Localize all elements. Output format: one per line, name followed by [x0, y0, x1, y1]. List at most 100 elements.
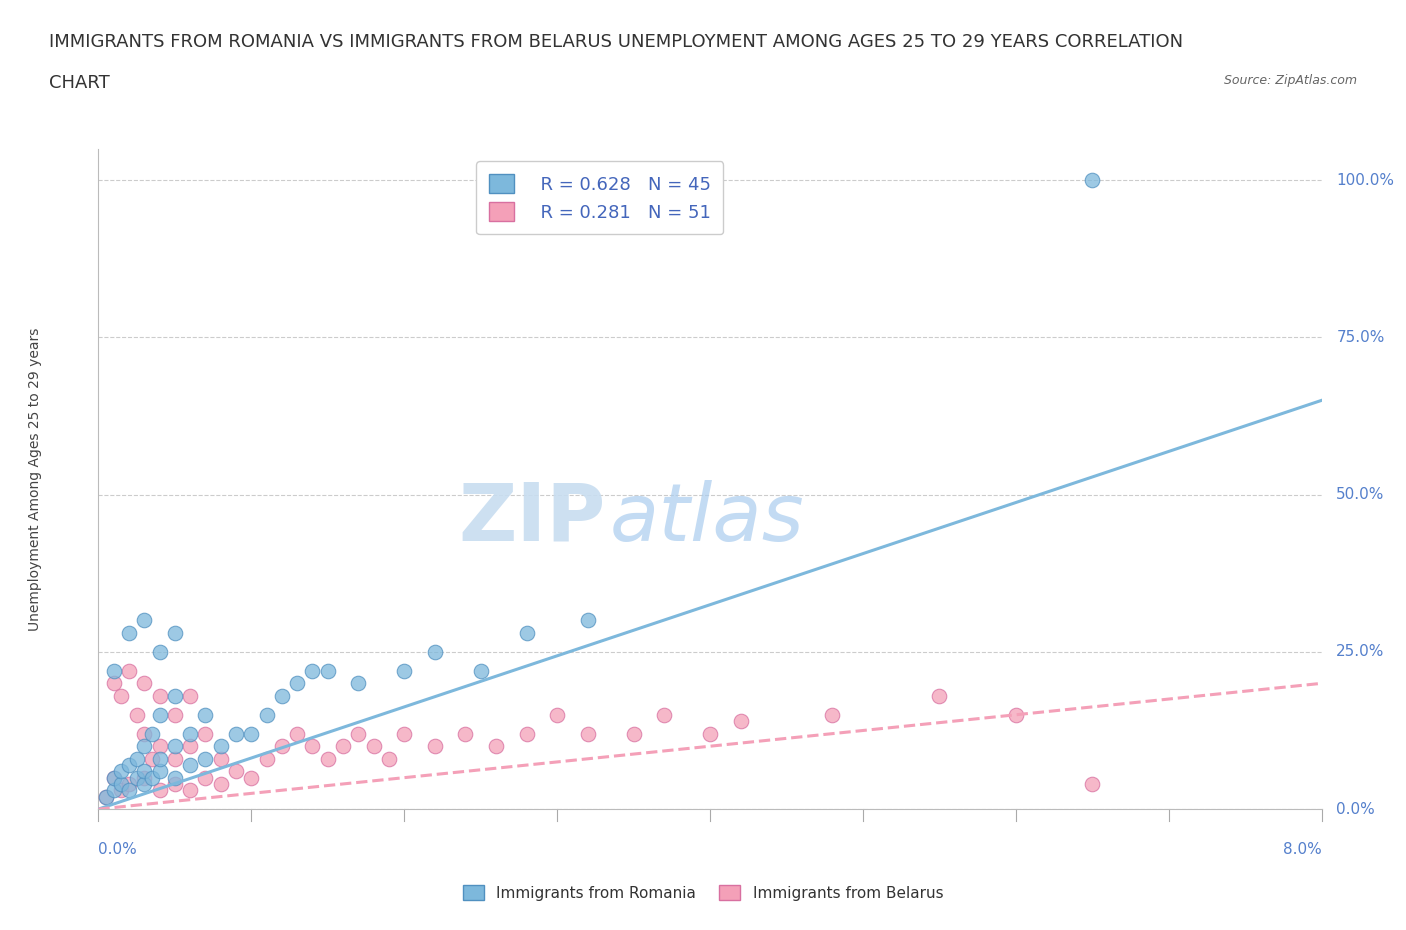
Point [454, 726, 477, 741]
Point [134, 777, 156, 791]
Text: Unemployment Among Ages 25 to 29 years: Unemployment Among Ages 25 to 29 years [28, 327, 42, 631]
Point [256, 751, 278, 766]
Point [149, 688, 172, 703]
Point [125, 770, 148, 785]
Point [134, 613, 156, 628]
Point [301, 663, 323, 678]
Text: 75.0%: 75.0% [1336, 330, 1385, 345]
Point [301, 738, 323, 753]
Text: atlas: atlas [610, 480, 804, 558]
Point [110, 777, 132, 791]
Point [1004, 708, 1026, 723]
Point [149, 644, 172, 659]
Point [163, 708, 186, 723]
Point [179, 726, 201, 741]
Text: 25.0%: 25.0% [1336, 644, 1385, 659]
Point [149, 764, 172, 778]
Point [270, 738, 294, 753]
Text: ZIP: ZIP [458, 480, 606, 558]
Text: CHART: CHART [49, 74, 110, 92]
Point [149, 708, 172, 723]
Text: IMMIGRANTS FROM ROMANIA VS IMMIGRANTS FROM BELARUS UNEMPLOYMENT AMONG AGES 25 TO: IMMIGRANTS FROM ROMANIA VS IMMIGRANTS FR… [49, 33, 1184, 50]
Point [225, 726, 247, 741]
Point [730, 713, 752, 728]
Legend: Immigrants from Romania, Immigrants from Belarus: Immigrants from Romania, Immigrants from… [456, 877, 950, 909]
Point [516, 626, 538, 641]
Point [485, 738, 508, 753]
Text: 50.0%: 50.0% [1336, 487, 1385, 502]
Text: 100.0%: 100.0% [1336, 173, 1395, 188]
Point [209, 777, 232, 791]
Point [163, 688, 186, 703]
Point [118, 758, 141, 773]
Point [1081, 173, 1104, 188]
Point [285, 726, 308, 741]
Point [652, 708, 675, 723]
Point [103, 663, 125, 678]
Point [256, 708, 278, 723]
Point [347, 726, 370, 741]
Point [423, 738, 446, 753]
Point [134, 764, 156, 778]
Point [576, 726, 599, 741]
Point [179, 783, 201, 798]
Point [928, 688, 950, 703]
Point [163, 738, 186, 753]
Point [316, 663, 339, 678]
Point [110, 783, 132, 798]
Point [125, 708, 148, 723]
Point [134, 726, 156, 741]
Point [163, 777, 186, 791]
Point [516, 726, 538, 741]
Point [141, 770, 163, 785]
Point [699, 173, 721, 188]
Point [699, 726, 721, 741]
Point [332, 738, 354, 753]
Point [378, 751, 401, 766]
Point [103, 770, 125, 785]
Point [546, 708, 568, 723]
Point [363, 738, 385, 753]
Point [118, 663, 141, 678]
Point [134, 770, 156, 785]
Point [149, 751, 172, 766]
Point [209, 751, 232, 766]
Point [270, 688, 294, 703]
Point [623, 726, 645, 741]
Point [179, 688, 201, 703]
Point [118, 777, 141, 791]
Point [103, 676, 125, 691]
Point [285, 676, 308, 691]
Point [392, 726, 416, 741]
Point [103, 770, 125, 785]
Point [141, 751, 163, 766]
Point [149, 783, 172, 798]
Point [194, 751, 217, 766]
Point [316, 751, 339, 766]
Point [423, 644, 446, 659]
Point [103, 783, 125, 798]
Legend:   R = 0.628   N = 45,   R = 0.281   N = 51: R = 0.628 N = 45, R = 0.281 N = 51 [477, 161, 724, 234]
Point [821, 708, 844, 723]
Text: 0.0%: 0.0% [98, 843, 138, 857]
Point [194, 708, 217, 723]
Point [576, 613, 599, 628]
Point [94, 789, 117, 804]
Point [179, 738, 201, 753]
Point [194, 726, 217, 741]
Point [149, 738, 172, 753]
Point [134, 676, 156, 691]
Point [209, 738, 232, 753]
Point [134, 738, 156, 753]
Point [94, 789, 117, 804]
Point [225, 764, 247, 778]
Point [163, 770, 186, 785]
Point [347, 676, 370, 691]
Point [179, 758, 201, 773]
Point [141, 726, 163, 741]
Point [125, 751, 148, 766]
Point [240, 770, 263, 785]
Point [118, 626, 141, 641]
Text: 8.0%: 8.0% [1282, 843, 1322, 857]
Point [470, 663, 492, 678]
